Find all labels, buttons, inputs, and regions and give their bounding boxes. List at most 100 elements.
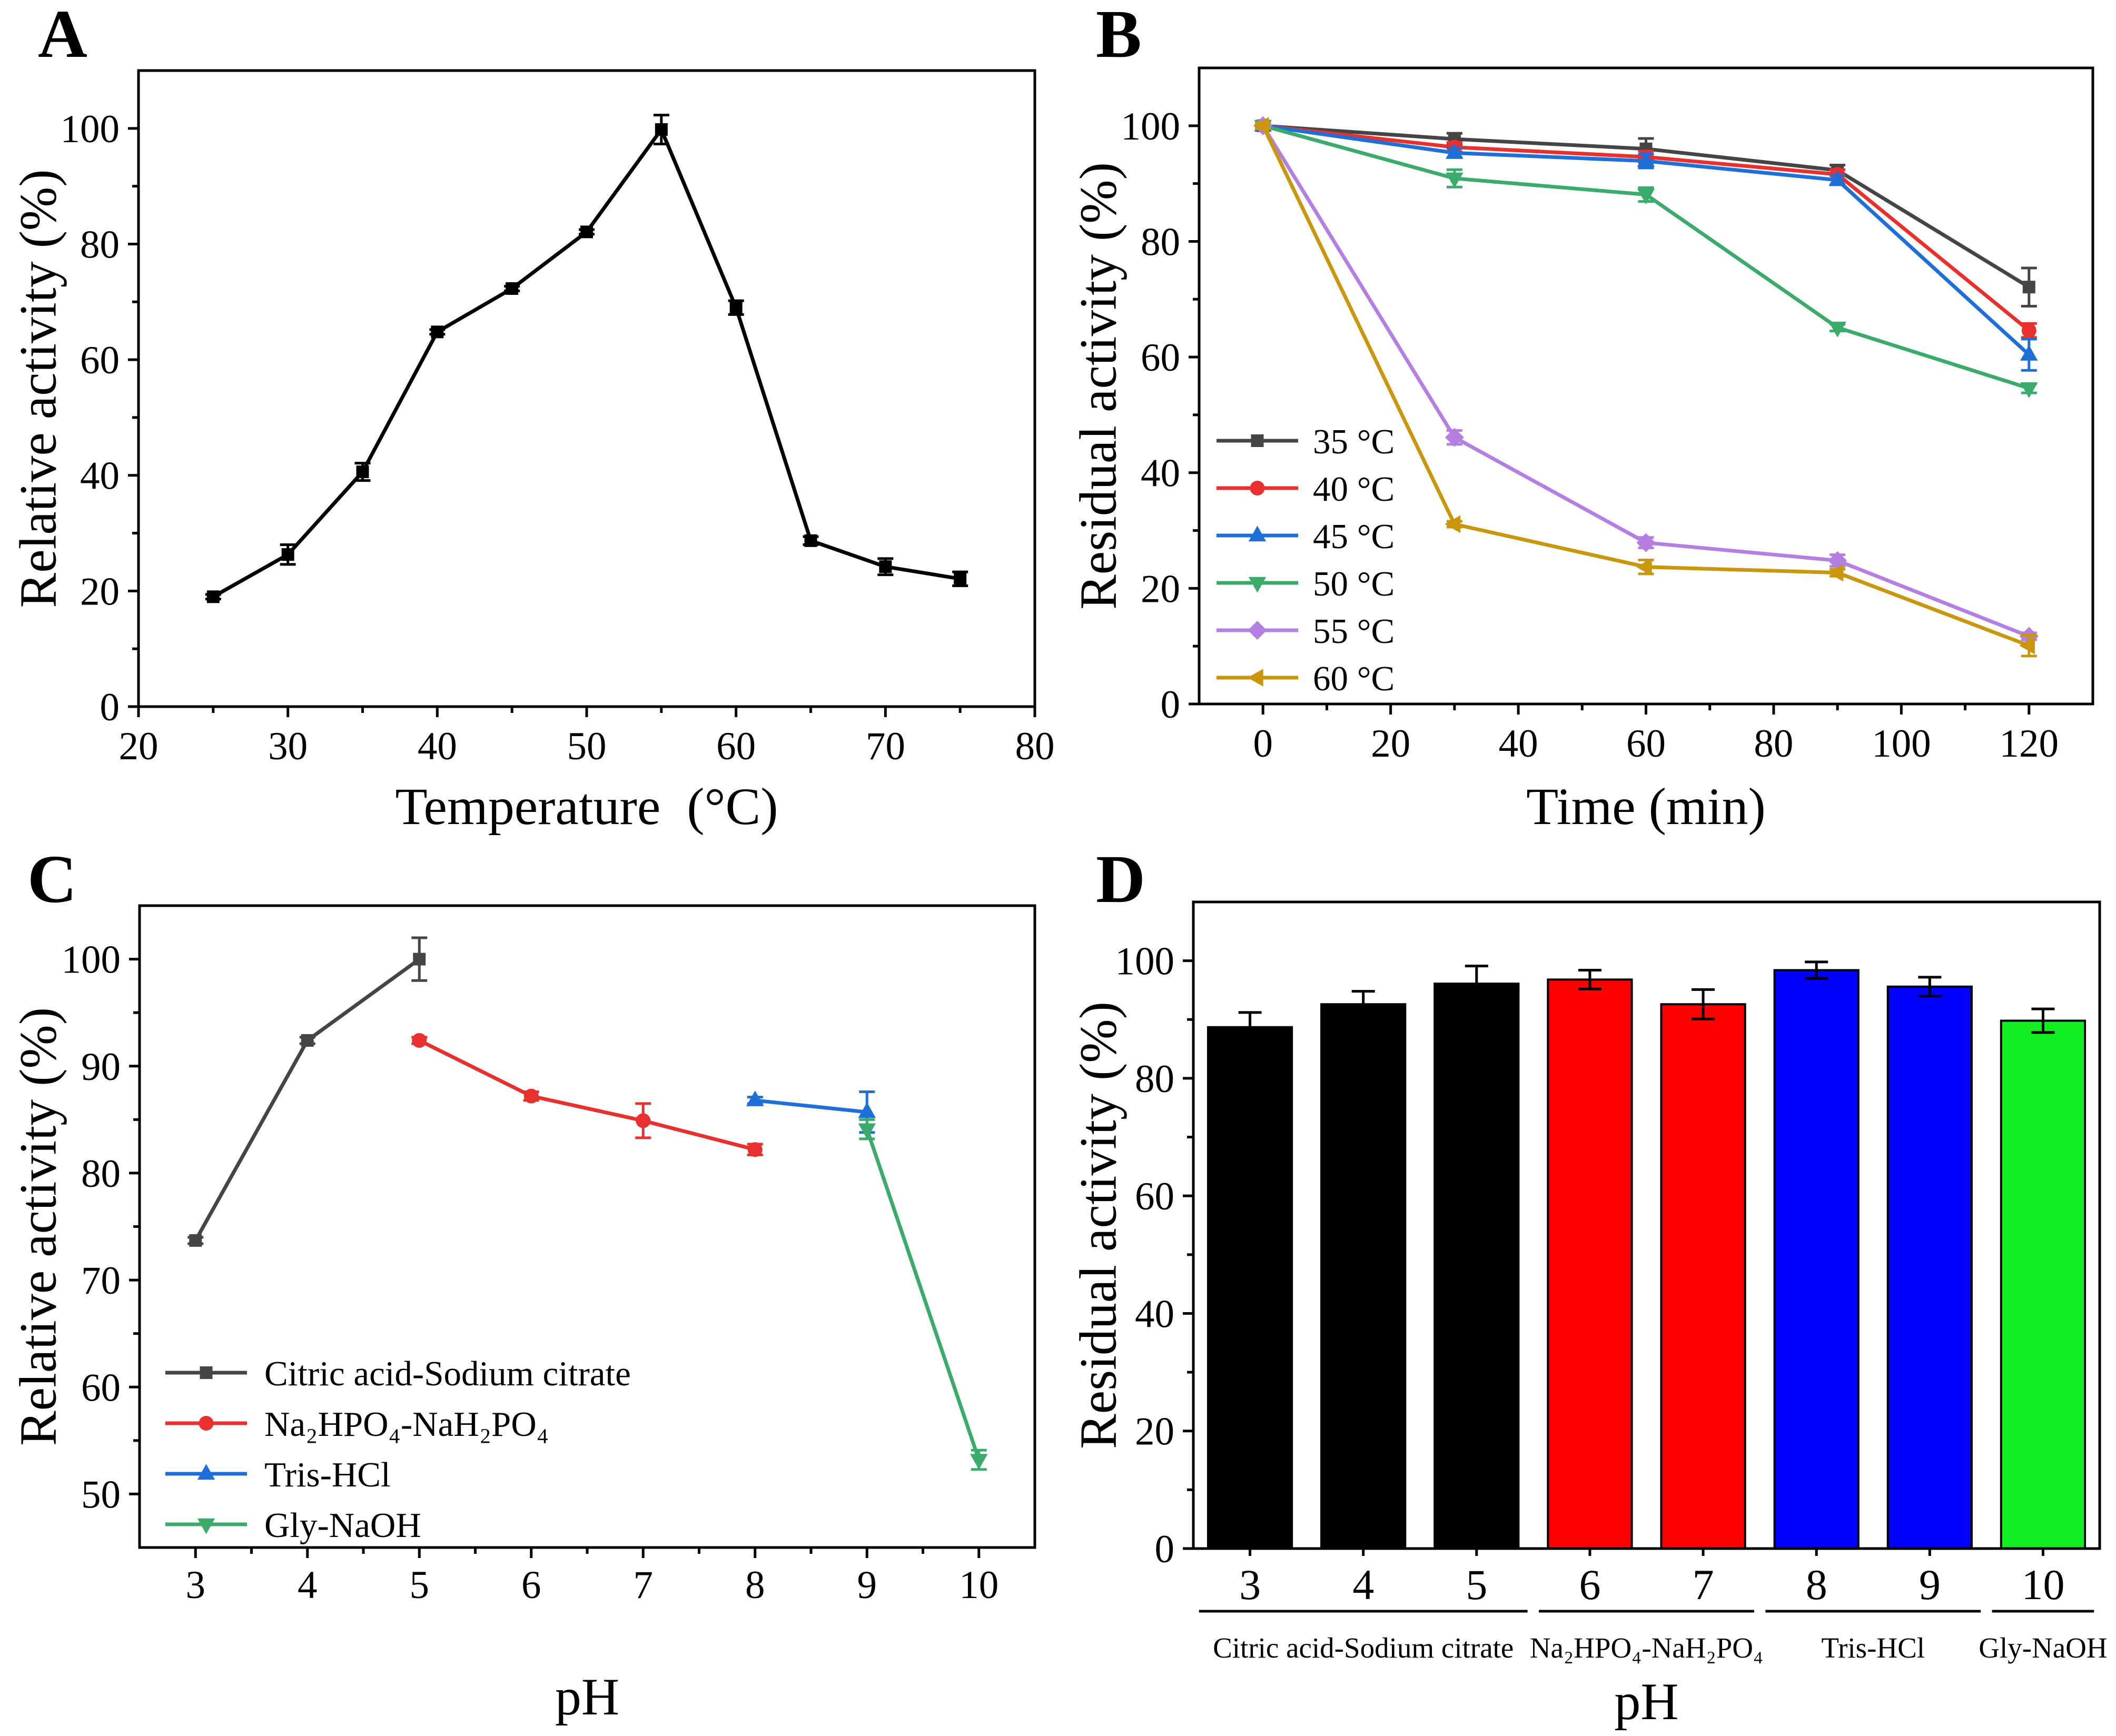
x-tick-label: 7 bbox=[634, 1563, 654, 1607]
y-axis: 0 20 40 60 80 100 bbox=[1115, 940, 1193, 1571]
data-point bbox=[1828, 170, 1846, 186]
data-point bbox=[954, 572, 967, 586]
legend-entry: Gly-NaOH bbox=[165, 1506, 421, 1545]
legend-label: Gly-NaOH bbox=[264, 1506, 421, 1545]
x-tick-label: 20 bbox=[119, 725, 159, 768]
x-tick-label: 40 bbox=[1499, 722, 1538, 766]
error-bar bbox=[2031, 1007, 2055, 1034]
data-point bbox=[413, 953, 426, 966]
y-tick-label: 100 bbox=[62, 938, 121, 982]
data-point bbox=[804, 534, 817, 547]
x-axis-title: Time (min) bbox=[1526, 777, 1766, 836]
error-bar bbox=[1918, 976, 1942, 998]
x-tick-label: 3 bbox=[186, 1563, 206, 1607]
y-tick-label: 80 bbox=[1135, 1057, 1174, 1101]
x-tick-label: 60 bbox=[1626, 722, 1666, 766]
data-point bbox=[431, 325, 444, 339]
y-tick-label: 80 bbox=[80, 223, 120, 266]
series-line bbox=[418, 1038, 756, 1152]
data-point bbox=[206, 590, 220, 603]
data-point bbox=[858, 1123, 876, 1139]
x-tick-label: 7 bbox=[1693, 1561, 1714, 1609]
panel-b: 0 20 40 60 80 100 120 0 20 40 60 80 100 35 °C 40 °C 45 … bbox=[1069, 0, 2094, 836]
legend-label: Citric acid-Sodium citrate bbox=[264, 1354, 631, 1393]
data-point bbox=[1253, 117, 1269, 135]
x-axis: 3 4 5 6 7 8 9 10 bbox=[186, 1547, 998, 1607]
x-tick-label: 60 bbox=[716, 725, 756, 768]
legend-entry: Tris-HCl bbox=[165, 1455, 391, 1494]
error-bar bbox=[1805, 960, 1828, 980]
bar bbox=[1320, 1003, 1407, 1550]
data-point bbox=[1827, 564, 1844, 582]
data-point bbox=[523, 1088, 539, 1104]
legend-entry: Na₂HPO₄-NaH₂PO₄ bbox=[165, 1405, 549, 1444]
plot-frame bbox=[138, 904, 1036, 1549]
bar bbox=[1660, 1003, 1746, 1550]
data-point bbox=[2021, 323, 2036, 338]
y-tick-label: 40 bbox=[1135, 1292, 1174, 1336]
y-tick-label: 0 bbox=[1155, 1527, 1175, 1571]
bar bbox=[2000, 1019, 2087, 1550]
legend-entry: 40 °C bbox=[1217, 470, 1395, 509]
series-line bbox=[755, 1098, 867, 1114]
x-tick-label: 40 bbox=[418, 725, 457, 768]
panel-letter: B bbox=[1096, 0, 1142, 72]
series bbox=[858, 1118, 988, 1471]
error-bar bbox=[1578, 969, 1601, 990]
legend-entry: 55 °C bbox=[1217, 612, 1395, 651]
legend-label: 60 °C bbox=[1313, 659, 1395, 698]
panel-letter: D bbox=[1096, 841, 1145, 917]
legend-label: 50 °C bbox=[1313, 564, 1395, 603]
data-point bbox=[1828, 321, 1846, 338]
legend-marker bbox=[199, 1416, 214, 1431]
y-tick-label: 60 bbox=[1135, 1175, 1174, 1218]
y-axis-title: Residual activity (%) bbox=[1069, 162, 1128, 610]
y-tick-label: 50 bbox=[81, 1473, 121, 1516]
error-bar bbox=[1351, 990, 1375, 1019]
error-bar bbox=[1692, 988, 1715, 1020]
y-tick-label: 60 bbox=[81, 1366, 121, 1410]
x-tick-label: 8 bbox=[745, 1563, 765, 1607]
legend-entry: Citric acid-Sodium citrate bbox=[165, 1354, 631, 1393]
legend: 35 °C 40 °C 45 °C 50 °C 55 °C 60 °C bbox=[1217, 422, 1395, 698]
y-axis-title: Relative activity (%) bbox=[9, 169, 67, 608]
legend-label: Tris-HCl bbox=[264, 1455, 391, 1494]
data-point bbox=[580, 225, 593, 239]
series bbox=[1253, 117, 2037, 658]
y-tick-label: 80 bbox=[81, 1152, 121, 1196]
y-tick-label: 60 bbox=[1141, 336, 1180, 380]
bar bbox=[1886, 985, 1973, 1550]
error-bar bbox=[1238, 1011, 1262, 1044]
data-point bbox=[1446, 172, 1464, 189]
data-point bbox=[281, 548, 294, 561]
legend-marker bbox=[1247, 669, 1263, 687]
x-tick-label: 100 bbox=[1872, 722, 1931, 766]
y-tick-label: 100 bbox=[1121, 105, 1181, 148]
buffer-groups: Citric acid-Sodium citrate Na₂HPO₄-NaH₂PO… bbox=[1199, 1610, 2108, 1664]
x-tick-label: 5 bbox=[1466, 1561, 1487, 1609]
x-tick-label: 9 bbox=[1919, 1561, 1941, 1609]
y-tick-label: 20 bbox=[1141, 567, 1180, 611]
y-tick-label: 100 bbox=[1115, 940, 1175, 984]
x-tick-label: 3 bbox=[1239, 1561, 1261, 1609]
legend-marker bbox=[197, 1464, 215, 1480]
plot-frame bbox=[137, 69, 1036, 708]
x-axis-title: pH bbox=[555, 1668, 619, 1726]
data-point bbox=[1445, 428, 1464, 447]
data-point bbox=[879, 560, 892, 573]
legend-label: 55 °C bbox=[1313, 612, 1395, 651]
x-tick-label: 120 bbox=[2000, 722, 2059, 766]
x-tick-label: 6 bbox=[1579, 1561, 1600, 1609]
bar bbox=[1547, 978, 1633, 1550]
data-point bbox=[2022, 281, 2035, 294]
data-point bbox=[655, 123, 668, 136]
x-tick-label: 9 bbox=[857, 1563, 877, 1607]
plot-frame bbox=[1192, 900, 2101, 1550]
y-axis-title: Residual activity (%) bbox=[1069, 1001, 1128, 1449]
bar bbox=[1773, 969, 1860, 1550]
x-tick-label: 6 bbox=[521, 1563, 541, 1607]
legend-marker bbox=[1250, 481, 1265, 495]
y-axis: 50 60 70 80 90 100 bbox=[62, 938, 140, 1516]
